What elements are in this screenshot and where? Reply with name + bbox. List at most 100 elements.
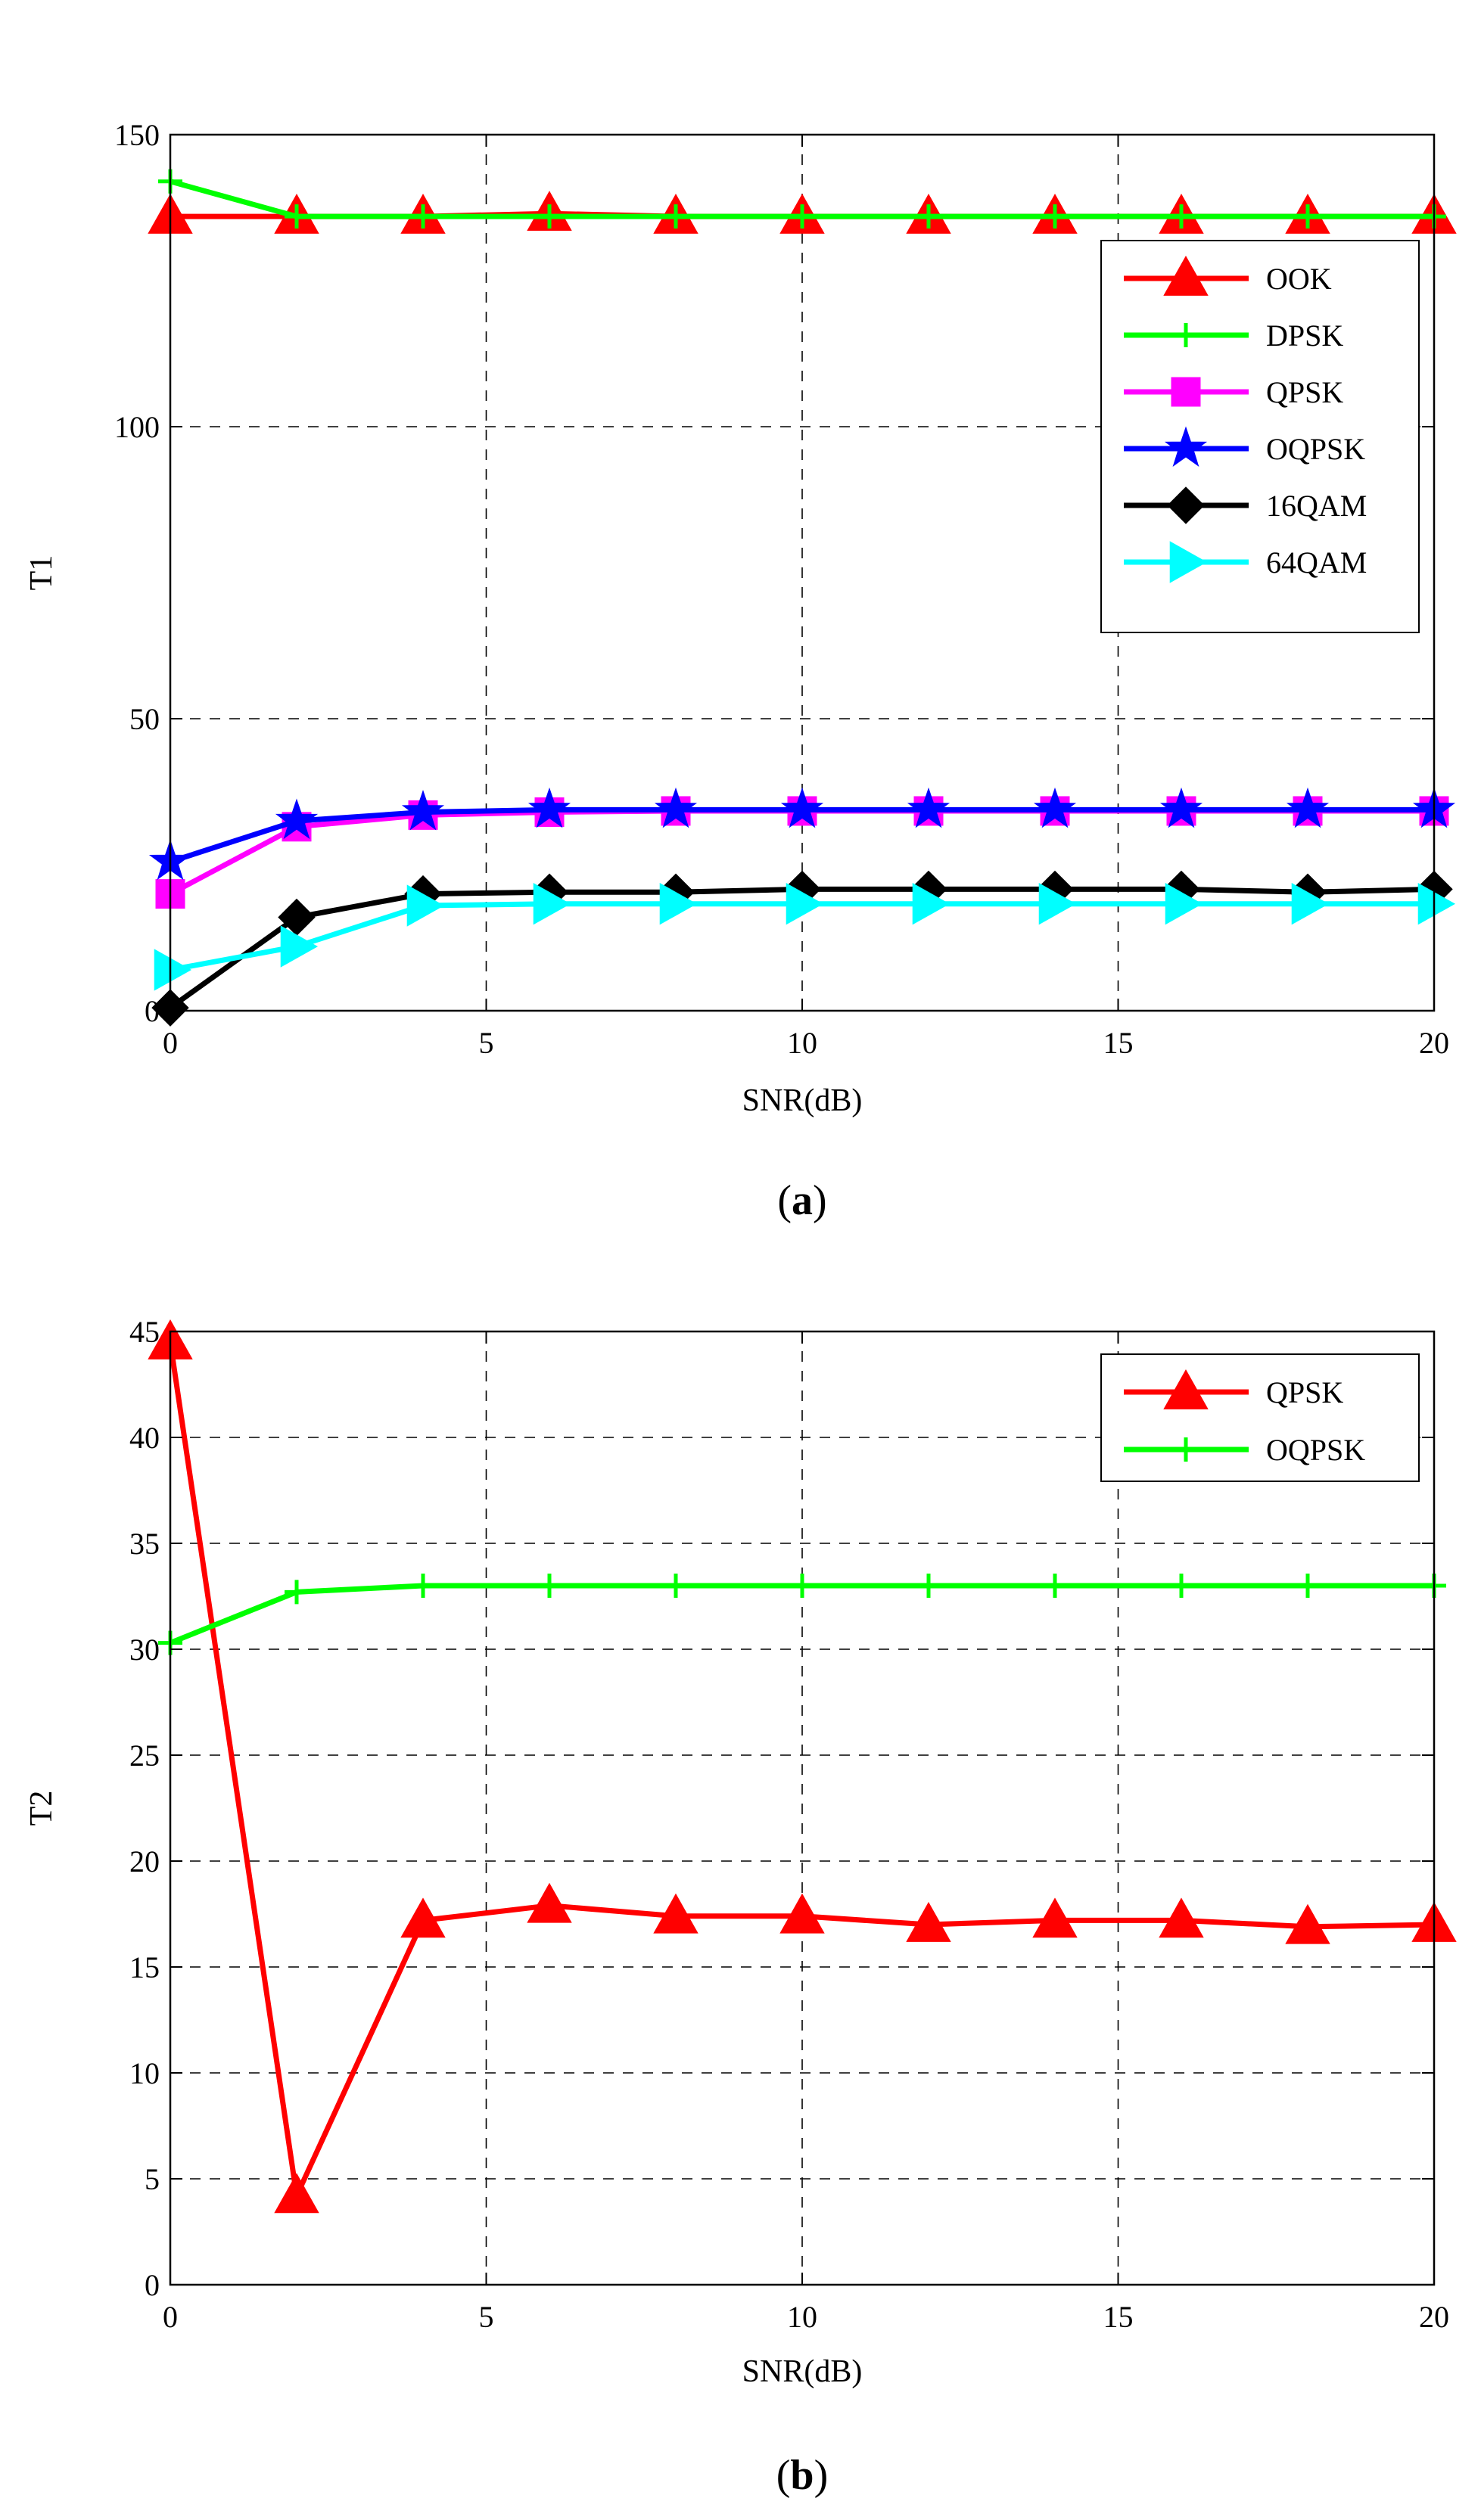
legend-label: QPSK	[1266, 375, 1343, 409]
data-point	[1285, 1903, 1330, 1944]
series-qpsk	[148, 1319, 1457, 2214]
series-dpsk	[158, 169, 1446, 229]
y-axis-label: T1	[24, 555, 59, 591]
legend-marker	[1174, 323, 1198, 347]
legend-item: OQPSK	[1124, 1433, 1365, 1467]
data-point	[664, 204, 688, 229]
data-point	[400, 1897, 446, 1938]
data-point	[411, 1574, 435, 1598]
data-point	[285, 1580, 309, 1605]
data-point	[1291, 883, 1330, 925]
y-tick-label: 35	[129, 1527, 160, 1561]
data-point	[907, 787, 951, 828]
data-point	[1038, 883, 1077, 925]
legend-marker	[1163, 1369, 1209, 1409]
legend-marker	[1171, 377, 1201, 407]
x-tick-label: 10	[787, 1026, 817, 1060]
data-point	[1286, 787, 1330, 828]
legend-marker	[1164, 426, 1208, 467]
x-tick-label: 5	[479, 1026, 494, 1060]
data-point	[275, 798, 319, 840]
gridlines	[170, 1331, 1434, 2285]
data-point	[1043, 204, 1067, 229]
data-point	[790, 204, 814, 229]
data-point	[1296, 1574, 1320, 1598]
legend-label: OQPSK	[1266, 1433, 1365, 1467]
data-point	[1033, 787, 1077, 828]
legend: QPSK OQPSK	[1100, 1353, 1420, 1482]
data-point	[1296, 204, 1320, 229]
data-point	[1417, 883, 1456, 925]
figure-caption: (b)	[776, 2452, 828, 2499]
legend-item: QPSK	[1124, 375, 1343, 409]
legend-item: OQPSK	[1124, 426, 1365, 467]
caption-close: )	[814, 2452, 829, 2499]
legend-label: OQPSK	[1266, 432, 1365, 466]
y-tick-label: 150	[114, 118, 160, 152]
data-point	[1159, 787, 1203, 828]
y-tick-label: 10	[129, 2056, 160, 2090]
figure-caption: (a)	[777, 1177, 826, 1224]
x-tick-label: 0	[163, 1026, 178, 1060]
data-point	[916, 1574, 941, 1598]
legend-marker	[1169, 541, 1208, 583]
caption-close: )	[813, 1177, 827, 1224]
y-tick-label: 0	[145, 994, 160, 1028]
x-tick-label: 15	[1103, 2300, 1134, 2334]
y-axis-label: T2	[24, 1791, 59, 1826]
chart-a: 0 5 10 15 20 0 50 100 150 SNR(dB) T1 OOK DPSK QPSK OQP…	[24, 118, 1457, 1224]
data-point	[1169, 204, 1193, 229]
legend-marker	[1167, 486, 1205, 524]
data-point	[1032, 1897, 1078, 1938]
data-point	[280, 925, 319, 968]
y-tick-label: 0	[145, 2268, 160, 2302]
legend-marker	[1163, 255, 1209, 296]
caption-open: (	[776, 2452, 791, 2499]
x-axis-label: SNR(dB)	[742, 2354, 863, 2389]
y-tick-label: 45	[129, 1315, 160, 1349]
legend-item: 64QAM	[1124, 541, 1367, 583]
y-tick-label: 40	[129, 1421, 160, 1455]
y-tick-label: 20	[129, 1844, 160, 1878]
data-point	[411, 204, 435, 229]
legend-item: OOK	[1124, 255, 1332, 296]
y-tick-label: 50	[129, 702, 160, 736]
legend-marker	[1174, 1437, 1198, 1462]
legend-item: 16QAM	[1124, 486, 1367, 524]
legend: OOK DPSK QPSK OQPSK 16QAM 64QAM	[1100, 240, 1420, 633]
legend-label: 64QAM	[1266, 545, 1367, 580]
data-point	[653, 1893, 698, 1934]
x-tick-label: 20	[1419, 1026, 1449, 1060]
legend-label: 16QAM	[1266, 489, 1367, 523]
caption-letter: a	[792, 1177, 813, 1224]
data-point	[154, 949, 192, 991]
data-point	[664, 1574, 688, 1598]
data-point	[533, 883, 571, 925]
legend-item: DPSK	[1124, 318, 1343, 353]
series-oqpsk	[158, 1574, 1446, 1655]
data-point	[274, 2173, 319, 2214]
y-tick-label: 5	[145, 2162, 160, 2196]
data-point	[786, 883, 824, 925]
x-tick-label: 20	[1419, 2300, 1449, 2334]
y-tick-label: 30	[129, 1633, 160, 1667]
data-point	[1043, 1574, 1067, 1598]
x-axis-label: SNR(dB)	[742, 1083, 863, 1118]
data-point	[537, 204, 562, 229]
data-point	[654, 787, 698, 828]
chart-b: 0 5 10 15 20 0 5 10 15 20 25 30 35 40 45 SNR(dB) T2 QPSK O…	[24, 1315, 1457, 2499]
legend-item: QPSK	[1124, 1369, 1343, 1409]
data-point	[912, 883, 951, 925]
data-point	[1159, 1897, 1204, 1938]
data-point	[401, 789, 445, 831]
data-point	[906, 1901, 951, 1942]
data-point	[916, 204, 941, 229]
data-point	[1169, 1574, 1193, 1598]
data-point	[1165, 883, 1203, 925]
caption-letter: b	[790, 2452, 814, 2499]
legend-label: OOK	[1266, 262, 1332, 296]
legend-box	[1100, 240, 1420, 633]
caption-open: (	[777, 1177, 792, 1224]
data-point	[659, 883, 698, 925]
